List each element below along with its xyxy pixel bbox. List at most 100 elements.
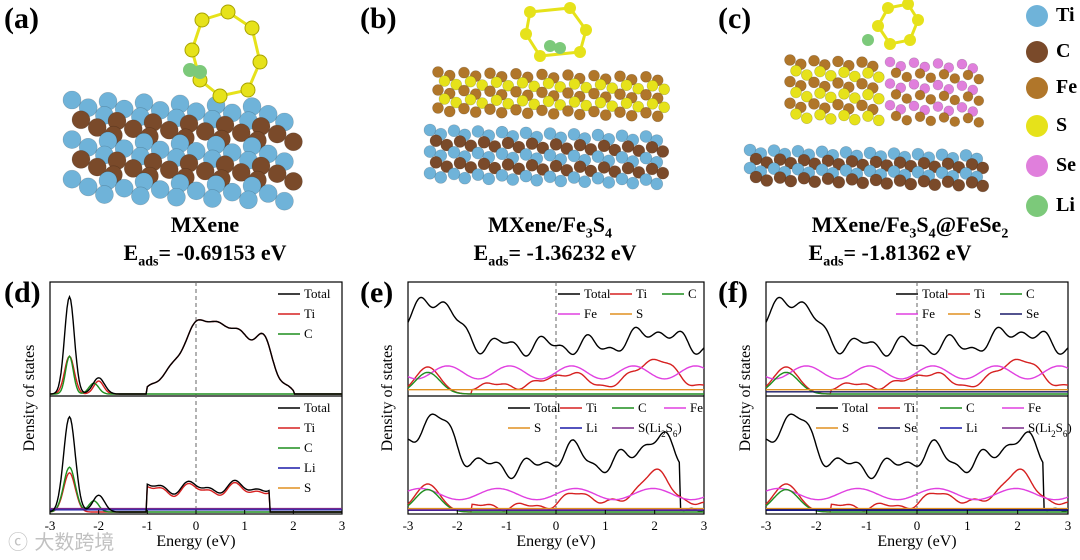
y-axis-label: Density of states [21, 345, 38, 452]
x-tick-label: 2 [290, 518, 297, 533]
y-axis-label: Density of states [737, 345, 754, 452]
legend-label: Li [586, 420, 598, 435]
legend-c: C [1026, 40, 1070, 63]
mxene-slab [62, 90, 303, 211]
x-axis-label: Energy (eV) [516, 533, 595, 550]
legend-s: S [1026, 114, 1067, 137]
legend-se: Se [1026, 154, 1076, 177]
legend-li: Li [1026, 194, 1075, 217]
caption-c-energy: Eads= -1.81362 eV [808, 240, 972, 270]
structure-mxene-fe3s4 [423, 2, 670, 191]
dos-curve-top [407, 296, 705, 357]
caption-b-name: MXene/Fe3S4 [488, 212, 612, 242]
dos-curve-top [765, 365, 1069, 380]
se-ball-icon [1026, 154, 1048, 177]
s-ball-icon [1026, 114, 1048, 137]
caption-a-energy: Eads= -0.69153 eV [123, 240, 287, 270]
ti-ball-icon [1026, 4, 1048, 27]
legend-label: Fe [1028, 400, 1041, 415]
legend-label: S [842, 420, 849, 435]
x-tick-label: -1 [501, 518, 512, 533]
structure-mxene [62, 4, 303, 211]
legend-label: C [688, 286, 697, 301]
legend-label: C [638, 400, 647, 415]
li2s6-molecule [183, 4, 268, 104]
fe-ball-icon [1026, 76, 1048, 99]
dos-curve-bottom [407, 413, 705, 512]
x-tick-label: -3 [403, 518, 414, 533]
legend-label: Total [304, 286, 331, 301]
x-tick-label: 3 [701, 518, 708, 533]
legend-label: Total [584, 286, 611, 301]
legend-label: Total [534, 400, 561, 415]
panel-label-b: (b) [360, 2, 397, 35]
x-tick-label: -2 [811, 518, 822, 533]
x-tick-label: 2 [1014, 518, 1021, 533]
legend-label: Li [304, 460, 316, 475]
dos-chart-f: -3 -2 -1 0 1 2 3 Energy (eV) Density of states To… [737, 281, 1072, 550]
legend-label: Total [304, 400, 331, 415]
panel-label-c: (c) [718, 2, 752, 35]
panel-label-a: (a) [4, 2, 39, 35]
legend-label: C [966, 400, 975, 415]
legend-label: Se [904, 420, 917, 435]
legend-label: S [534, 420, 541, 435]
legend-fe: Fe [1026, 76, 1077, 99]
panel-label-d: (d) [4, 276, 41, 309]
dos-curve-top [765, 296, 1069, 357]
dos-curve-top [50, 354, 342, 395]
x-tick-label: 0 [553, 518, 560, 533]
y-axis-label: Density of states [379, 345, 396, 452]
dos-curve-bottom [765, 487, 1069, 501]
legend-label: C [1026, 286, 1035, 301]
x-tick-label: -2 [93, 518, 104, 533]
legend-label: Ti [304, 420, 315, 435]
x-tick-label: -3 [761, 518, 772, 533]
dos-curve-top [407, 371, 704, 395]
x-axis-label: Energy (eV) [877, 533, 956, 550]
li-ball-icon [1026, 194, 1048, 217]
legend-label: Total [842, 400, 869, 415]
legend-label: S(Li2S6) [638, 420, 682, 439]
watermark: ⓒ 大数跨境 [8, 530, 115, 554]
panel-label-e: (e) [360, 276, 394, 309]
legend-label: Fe [584, 306, 597, 321]
caption-a-name: MXene [170, 212, 240, 237]
x-tick-label: 0 [914, 518, 921, 533]
x-tick-label: 1 [602, 518, 609, 533]
x-tick-label: -3 [45, 518, 56, 533]
legend-label: S [304, 480, 311, 495]
x-tick-label: -2 [452, 518, 463, 533]
dos-curve-top [765, 371, 1068, 395]
c-ball-icon [1026, 40, 1048, 63]
x-axis-label: Energy (eV) [156, 533, 235, 550]
legend-label: Li [966, 420, 978, 435]
caption-c-name: MXene/Fe3S4@FeSe2 [811, 212, 1009, 242]
x-tick-label: 0 [193, 518, 200, 533]
legend-label: S [636, 306, 643, 321]
panel-label-f: (f) [718, 276, 748, 309]
legend-label: Fe [922, 306, 935, 321]
dos-curve-bottom [407, 487, 705, 501]
dos-curve-top [49, 294, 342, 395]
dos-curve-bottom [765, 413, 1069, 512]
caption-b-energy: Eads= -1.36232 eV [473, 240, 637, 270]
x-tick-label: 3 [1065, 518, 1072, 533]
legend-label: Ti [974, 286, 985, 301]
x-tick-label: 2 [651, 518, 658, 533]
legend-label: Ti [304, 306, 315, 321]
structure-mxene-fe3s4-fese2 [743, 0, 990, 193]
dos-curve-top [407, 365, 705, 380]
x-tick-label: 3 [339, 518, 346, 533]
legend-label: S(Li2S6) [1028, 420, 1072, 439]
x-tick-label: -1 [142, 518, 153, 533]
legend-label: Se [1026, 306, 1039, 321]
legend-label: Ti [586, 400, 597, 415]
legend-label: Total [922, 286, 949, 301]
legend-label: Fe [690, 400, 703, 415]
legend-label: S [974, 306, 981, 321]
x-tick-label: 1 [964, 518, 971, 533]
legend-label: Ti [904, 400, 915, 415]
x-tick-label: -1 [861, 518, 872, 533]
legend-ti: Ti [1026, 4, 1075, 27]
